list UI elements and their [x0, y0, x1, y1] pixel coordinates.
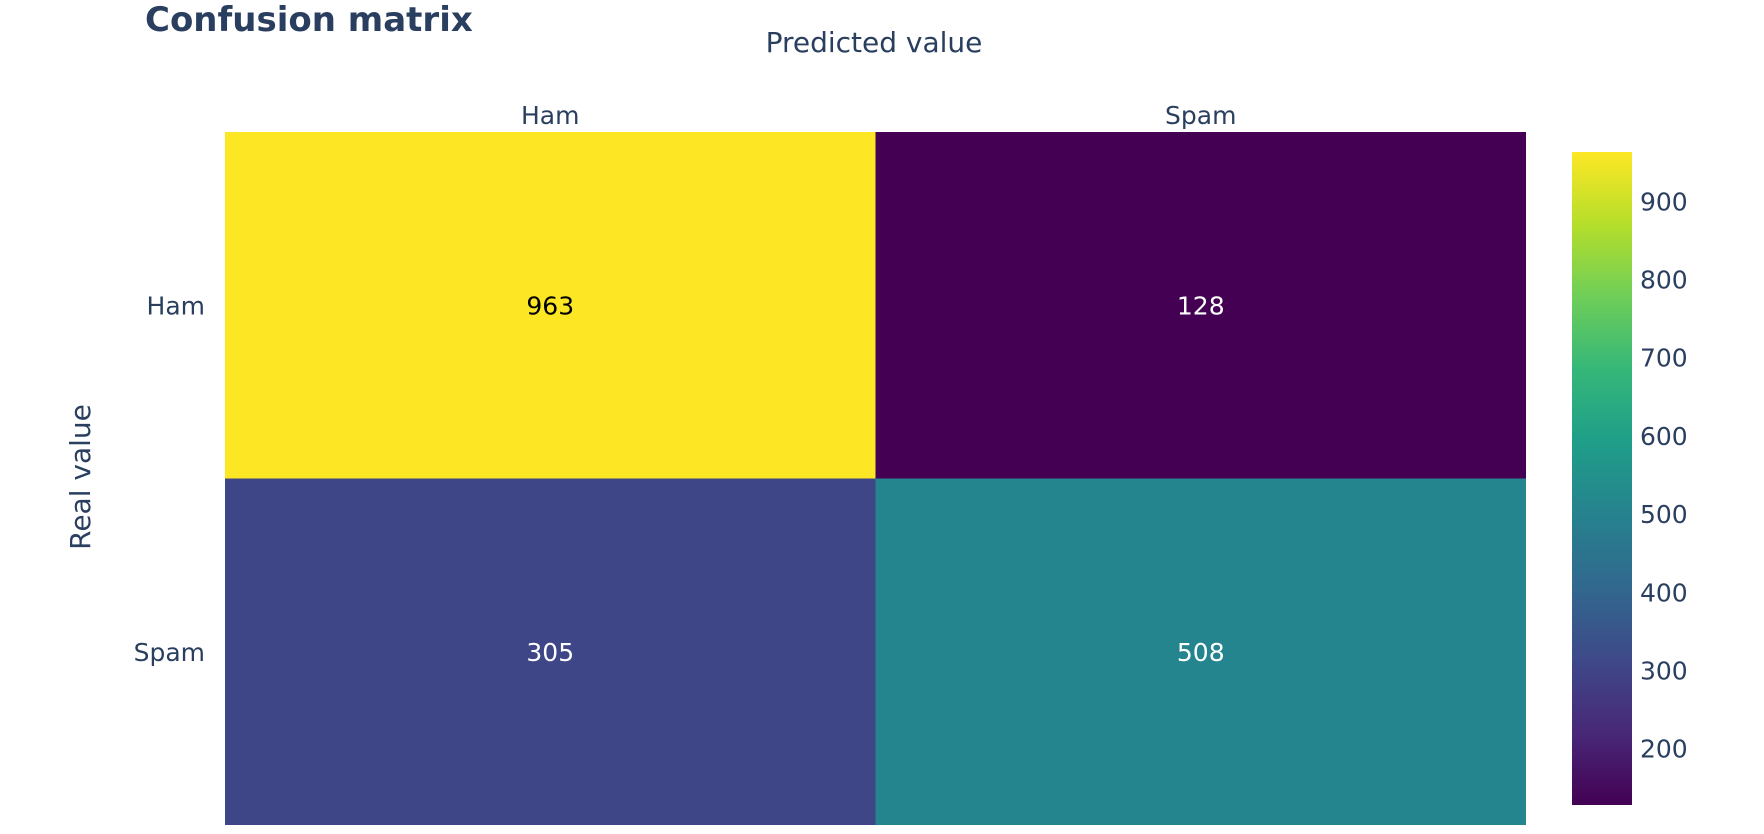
colorbar-tick-label: 500: [1640, 500, 1688, 529]
cell-value-label: 128: [1177, 291, 1225, 320]
colorbar-tick-label: 200: [1640, 735, 1688, 764]
colorbar-tick-label: 600: [1640, 422, 1688, 451]
y-tick-label: Ham: [147, 291, 205, 320]
y-axis-ticks: Ham Spam: [134, 291, 205, 667]
cell-value-label: 963: [526, 291, 574, 320]
heatmap-cell: [875, 478, 1526, 825]
cell-value-label: 508: [1177, 638, 1225, 667]
y-axis-title: Real value: [64, 404, 97, 550]
cell-value-label: 305: [526, 638, 574, 667]
colorbar-tick-label: 300: [1640, 656, 1688, 685]
y-tick-label: Spam: [134, 638, 205, 667]
x-tick-label: Ham: [521, 101, 579, 130]
chart-title: Confusion matrix: [145, 0, 473, 40]
heatmap-cells: 963 128 305 508: [225, 132, 1526, 825]
heatmap-cell: [225, 132, 876, 479]
colorbar: 200 300 400 500 600 700 800 900: [1572, 152, 1688, 805]
colorbar-tick-label: 900: [1640, 187, 1688, 216]
colorbar-tick-label: 700: [1640, 344, 1688, 373]
colorbar-tick-label: 800: [1640, 265, 1688, 294]
colorbar-gradient: [1572, 152, 1632, 805]
x-axis-title: Predicted value: [766, 26, 983, 59]
colorbar-tick-label: 400: [1640, 578, 1688, 607]
x-axis-ticks: Ham Spam: [521, 101, 1236, 130]
heatmap-cell: [225, 478, 876, 825]
heatmap-cell: [875, 132, 1526, 479]
x-tick-label: Spam: [1165, 101, 1236, 130]
